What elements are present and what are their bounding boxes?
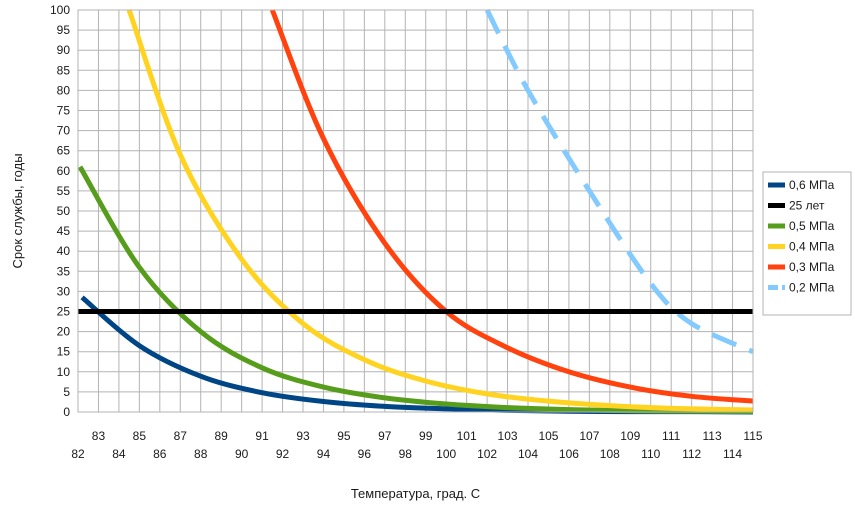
legend-label: 0,4 МПа: [789, 240, 835, 254]
x-tick-label-lower: 106: [559, 447, 579, 461]
x-tick-label-upper: 89: [215, 429, 229, 443]
y-tick-label: 0: [63, 405, 70, 419]
plot-frame: [77, 9, 754, 413]
x-tick-label-lower: 96: [358, 447, 372, 461]
y-tick-label: 75: [57, 104, 71, 118]
x-tick-label-upper: 99: [419, 429, 433, 443]
y-tick-label: 90: [57, 43, 71, 57]
legend-label: 25 лет: [789, 199, 825, 213]
y-tick-label: 30: [57, 284, 71, 298]
x-tick-label-upper: 83: [92, 429, 106, 443]
x-tick-label-lower: 98: [399, 447, 413, 461]
y-tick-label: 70: [57, 124, 71, 138]
x-tick-label-upper: 87: [174, 429, 188, 443]
y-tick-label: 25: [57, 305, 71, 319]
x-tick-label-lower: 112: [682, 447, 701, 461]
y-tick-label: 55: [57, 184, 71, 198]
y-tick-label: 40: [57, 244, 71, 258]
x-tick-label-upper: 109: [620, 429, 640, 443]
x-tick-label-lower: 88: [194, 447, 208, 461]
x-tick-label-upper: 95: [337, 429, 351, 443]
x-tick-label-upper: 115: [743, 429, 762, 443]
x-tick-label-upper: 103: [498, 429, 518, 443]
y-tick-label: 45: [57, 224, 71, 238]
series-line-2: [77, 165, 754, 415]
x-tick-label-upper: 113: [703, 429, 722, 443]
tick-labels: 0 5 10 15 20 25 30 35 40 45 50 55 60 65 70 75 80 85 90 95 10…: [50, 3, 763, 461]
y-tick-label: 65: [57, 144, 71, 158]
x-tick-label-lower: 94: [317, 447, 331, 461]
series-line-5: [484, 8, 755, 354]
legend-label: 0,5 МПа: [789, 219, 835, 233]
x-tick-label-upper: 105: [538, 429, 558, 443]
y-tick-label: 5: [63, 385, 70, 399]
y-tick-label: 95: [57, 23, 71, 37]
legend-label: 0,3 МПа: [789, 260, 835, 274]
x-tick-label-lower: 108: [600, 447, 620, 461]
legend-label: 0,6 МПа: [789, 178, 835, 192]
y-tick-label: 15: [57, 345, 71, 359]
y-tick-label: 80: [57, 83, 71, 97]
x-tick-label-lower: 114: [723, 447, 742, 461]
x-tick-label-lower: 84: [112, 447, 126, 461]
y-axis-title: Срок службы, годы: [10, 153, 25, 268]
legend-label: 0,2 МПа: [789, 281, 835, 295]
y-tick-label: 60: [57, 164, 71, 178]
x-tick-label-upper: 107: [579, 429, 599, 443]
y-tick-label: 50: [57, 204, 71, 218]
x-axis-title: Температура, град. С: [351, 486, 480, 501]
x-tick-label-lower: 104: [518, 447, 538, 461]
series-line-4: [269, 9, 754, 404]
x-tick-label-upper: 101: [457, 429, 477, 443]
x-tick-label-upper: 97: [378, 429, 392, 443]
x-tick-label-lower: 100: [436, 447, 456, 461]
series-line-3: [126, 9, 754, 413]
y-tick-label: 10: [57, 365, 71, 379]
x-tick-label-lower: 110: [641, 447, 660, 461]
x-tick-label-lower: 90: [235, 447, 249, 461]
x-tick-label-upper: 93: [296, 429, 310, 443]
y-tick-label: 20: [57, 325, 71, 339]
legend-box: [762, 171, 852, 316]
y-tick-label: 100: [50, 3, 70, 17]
x-tick-label-lower: 102: [477, 447, 497, 461]
legend: 0,6 МПа 25 лет 0,5 МПа 0,4 МПа 0,3 МПа 0,2 МП…: [762, 171, 852, 316]
x-tick-label-upper: 91: [255, 429, 269, 443]
grid: [77, 9, 754, 413]
series-layer: [77, 8, 755, 415]
x-tick-label-lower: 82: [71, 447, 85, 461]
x-tick-label-lower: 86: [153, 447, 167, 461]
y-tick-label: 35: [57, 264, 71, 278]
x-tick-label-lower: 92: [276, 447, 290, 461]
x-tick-label-upper: 85: [133, 429, 147, 443]
y-tick-label: 85: [57, 63, 71, 77]
x-tick-label-upper: 111: [662, 429, 681, 443]
